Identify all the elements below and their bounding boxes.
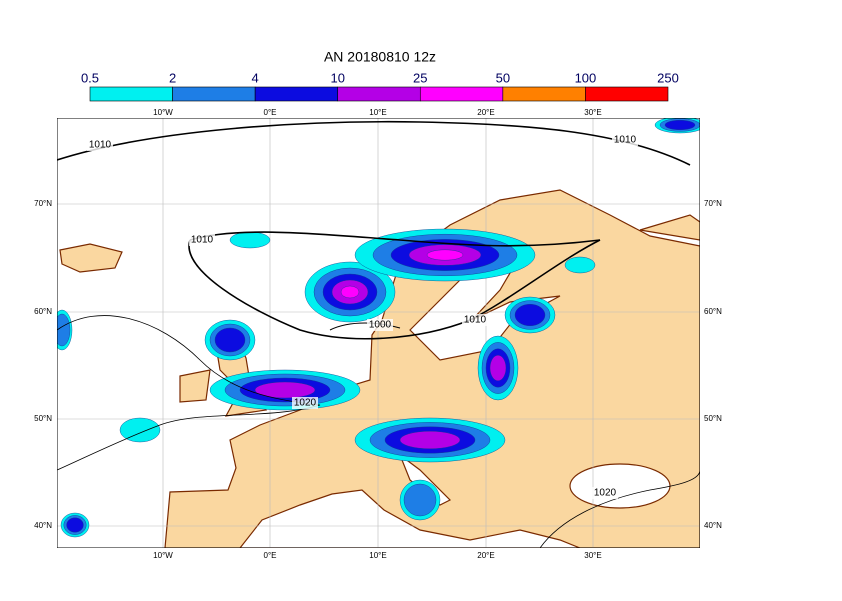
land xyxy=(59,189,700,548)
lon-label: 10°W xyxy=(153,108,173,117)
contour-label: 1020 xyxy=(294,398,317,409)
lon-label: 0°E xyxy=(264,108,277,117)
precip-area xyxy=(119,417,161,443)
precip-area xyxy=(514,304,546,327)
precip-area xyxy=(489,355,507,382)
ireland xyxy=(179,369,211,403)
lon-label: 10°W xyxy=(153,551,173,560)
lat-label: 40°N xyxy=(34,521,52,530)
contour-label: 1010 xyxy=(614,135,637,146)
lat-label: 50°N xyxy=(34,414,52,423)
colorbar-segment xyxy=(89,86,173,102)
colorbar-label: 0.5 xyxy=(81,70,99,85)
colorbar-segment xyxy=(419,86,504,102)
precip-area xyxy=(214,327,246,353)
contour-label: 1020 xyxy=(594,488,617,499)
colorbar-segment xyxy=(254,86,339,102)
colorbar-segment xyxy=(585,86,669,102)
colorbar-label: 250 xyxy=(657,70,679,85)
contour-label-bg xyxy=(292,397,318,409)
lat-label: 70°N xyxy=(34,199,52,208)
colorbar-label: 4 xyxy=(252,70,259,85)
contour-label-bg xyxy=(462,314,488,326)
map-area xyxy=(57,118,700,548)
colorbar-segment xyxy=(502,86,586,102)
precip-area xyxy=(66,517,84,533)
isobar xyxy=(57,120,691,166)
isobar xyxy=(189,231,601,247)
precipitation xyxy=(57,118,700,538)
lon-label: 10°E xyxy=(369,108,386,117)
precip-area xyxy=(664,119,696,130)
colorbar-label: 50 xyxy=(496,70,510,85)
lat-label: 50°N xyxy=(704,414,722,423)
mediterranean xyxy=(239,489,581,548)
contour-label: 1010 xyxy=(191,235,214,246)
colorbar-label: 25 xyxy=(413,70,427,85)
labels: 10°W 10°W 0°E 0°E 10°E 10°E 20°E 20°E 30°E 30°E 70… xyxy=(34,108,722,560)
contour-label: 1000 xyxy=(369,320,392,331)
isobar xyxy=(329,322,401,331)
colorbar-label: 2 xyxy=(169,70,176,85)
lon-label: 30°E xyxy=(584,551,601,560)
contour-label-bg xyxy=(189,234,215,246)
precip-area xyxy=(426,249,464,261)
contour-label: 1010 xyxy=(464,315,487,326)
colorbar-label: 100 xyxy=(575,70,597,85)
isobar xyxy=(57,315,321,471)
precip-area xyxy=(403,483,437,517)
contour-label-bg xyxy=(612,134,638,146)
iceland xyxy=(59,243,123,273)
map-title: AN 20180810 12z xyxy=(324,49,436,65)
north-russia xyxy=(639,214,700,241)
precip-area xyxy=(340,285,360,299)
precip-area xyxy=(254,381,316,399)
contour-label: 1010 xyxy=(89,140,112,151)
colorbar-segment xyxy=(172,86,256,102)
lon-label: 20°E xyxy=(477,108,494,117)
precip-area xyxy=(564,256,596,274)
contour-label-bg xyxy=(87,139,113,151)
lon-label: 30°E xyxy=(584,108,601,117)
lon-label: 20°E xyxy=(477,551,494,560)
lat-label: 60°N xyxy=(704,307,722,316)
precip-area xyxy=(399,431,461,450)
contour-label-bg xyxy=(592,487,618,499)
lat-label: 70°N xyxy=(704,199,722,208)
black-sea xyxy=(569,463,671,509)
isobar xyxy=(539,469,700,548)
colorbar-segment xyxy=(337,86,421,102)
precip-area xyxy=(229,231,271,249)
contour-label-bg xyxy=(367,319,393,331)
lon-label: 0°E xyxy=(264,551,277,560)
isobars xyxy=(57,120,700,548)
colorbar-label: 10 xyxy=(330,70,344,85)
lat-label: 60°N xyxy=(34,307,52,316)
precip-area xyxy=(57,313,71,347)
lat-label: 40°N xyxy=(704,521,722,530)
isobar xyxy=(188,239,601,340)
lon-label: 10°E xyxy=(369,551,386,560)
